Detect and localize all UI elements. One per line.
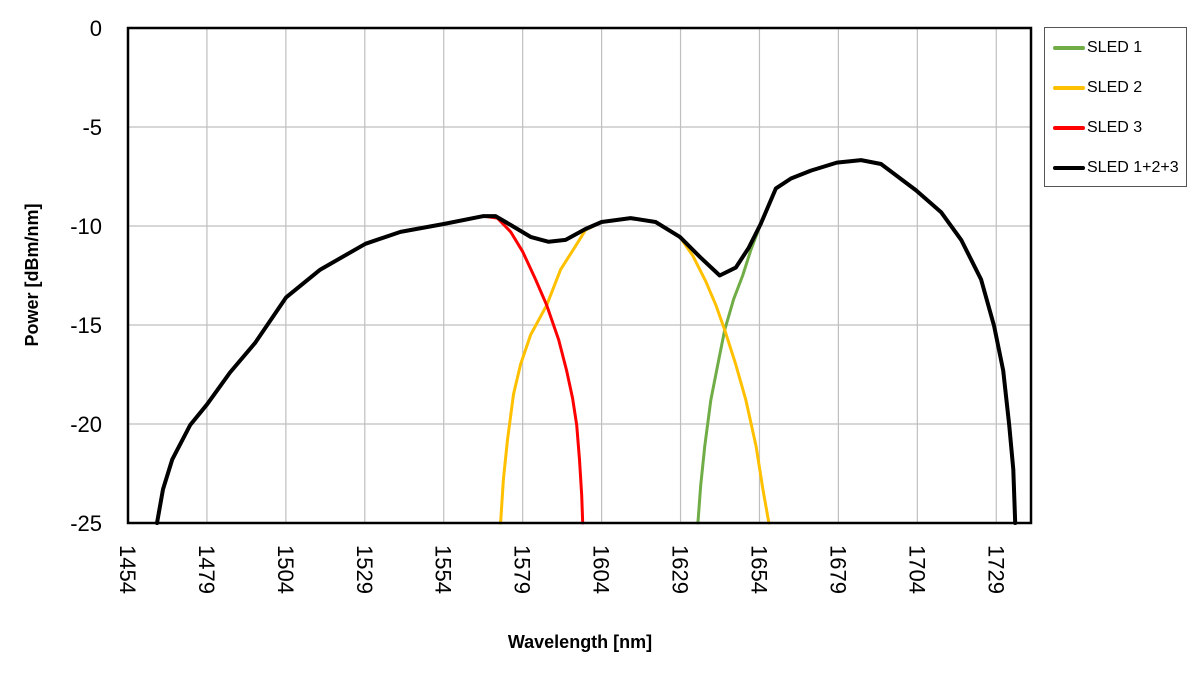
plot-area-border (126, 26, 1033, 525)
y-tick-label: -15 (70, 313, 102, 338)
x-tick-label: 1529 (352, 545, 377, 594)
legend-swatch-sled-1 (1053, 46, 1085, 50)
legend-label: SLED 3 (1087, 119, 1143, 136)
x-tick-label: 1554 (431, 545, 456, 594)
legend-item-sled-2: SLED 2 (1053, 78, 1142, 98)
x-axis-title: Wavelength [nm] (508, 632, 652, 652)
x-tick-label: 1479 (194, 545, 219, 594)
x-tick-label: 1604 (589, 545, 614, 594)
x-axis-ticks: 1454 1479 1504 1529 1554 1579 1604 1629 1654 1679… (115, 545, 1008, 594)
series-sled-1 (696, 158, 1017, 525)
y-axis-ticks: 0 -5 -10 -15 -20 -25 (70, 16, 102, 536)
series-sled-2 (499, 216, 771, 525)
legend: SLED 1 SLED 2 SLED 3 SLED 1+2+3 (1044, 27, 1187, 187)
legend-item-sled-total: SLED 1+2+3 (1053, 158, 1179, 178)
legend-swatch-sled-total (1053, 166, 1085, 170)
x-tick-label: 1579 (510, 545, 535, 594)
legend-label: SLED 1+2+3 (1087, 159, 1179, 176)
legend-swatch-sled-3 (1053, 126, 1085, 130)
legend-item-sled-1: SLED 1 (1053, 38, 1142, 58)
x-tick-label: 1704 (904, 545, 929, 594)
legend-item-sled-3: SLED 3 (1053, 118, 1142, 138)
x-tick-label: 1729 (983, 545, 1008, 594)
series-sled-1-2-3 (155, 158, 1018, 525)
y-axis-title: Power [dBm/nm] (22, 203, 42, 346)
x-tick-label: 1504 (273, 545, 298, 594)
plot-series (155, 158, 1018, 525)
legend-swatch-sled-2 (1053, 86, 1085, 90)
y-tick-label: -20 (70, 412, 102, 437)
legend-label: SLED 2 (1087, 79, 1143, 96)
x-tick-label: 1454 (115, 545, 140, 594)
legend-label: SLED 1 (1087, 39, 1143, 56)
x-tick-label: 1654 (746, 545, 771, 594)
y-tick-label: 0 (90, 16, 102, 41)
y-tick-label: -5 (82, 115, 102, 140)
x-tick-label: 1679 (825, 545, 850, 594)
x-tick-label: 1629 (668, 545, 693, 594)
y-tick-label: -25 (70, 511, 102, 536)
y-tick-label: -10 (70, 214, 102, 239)
